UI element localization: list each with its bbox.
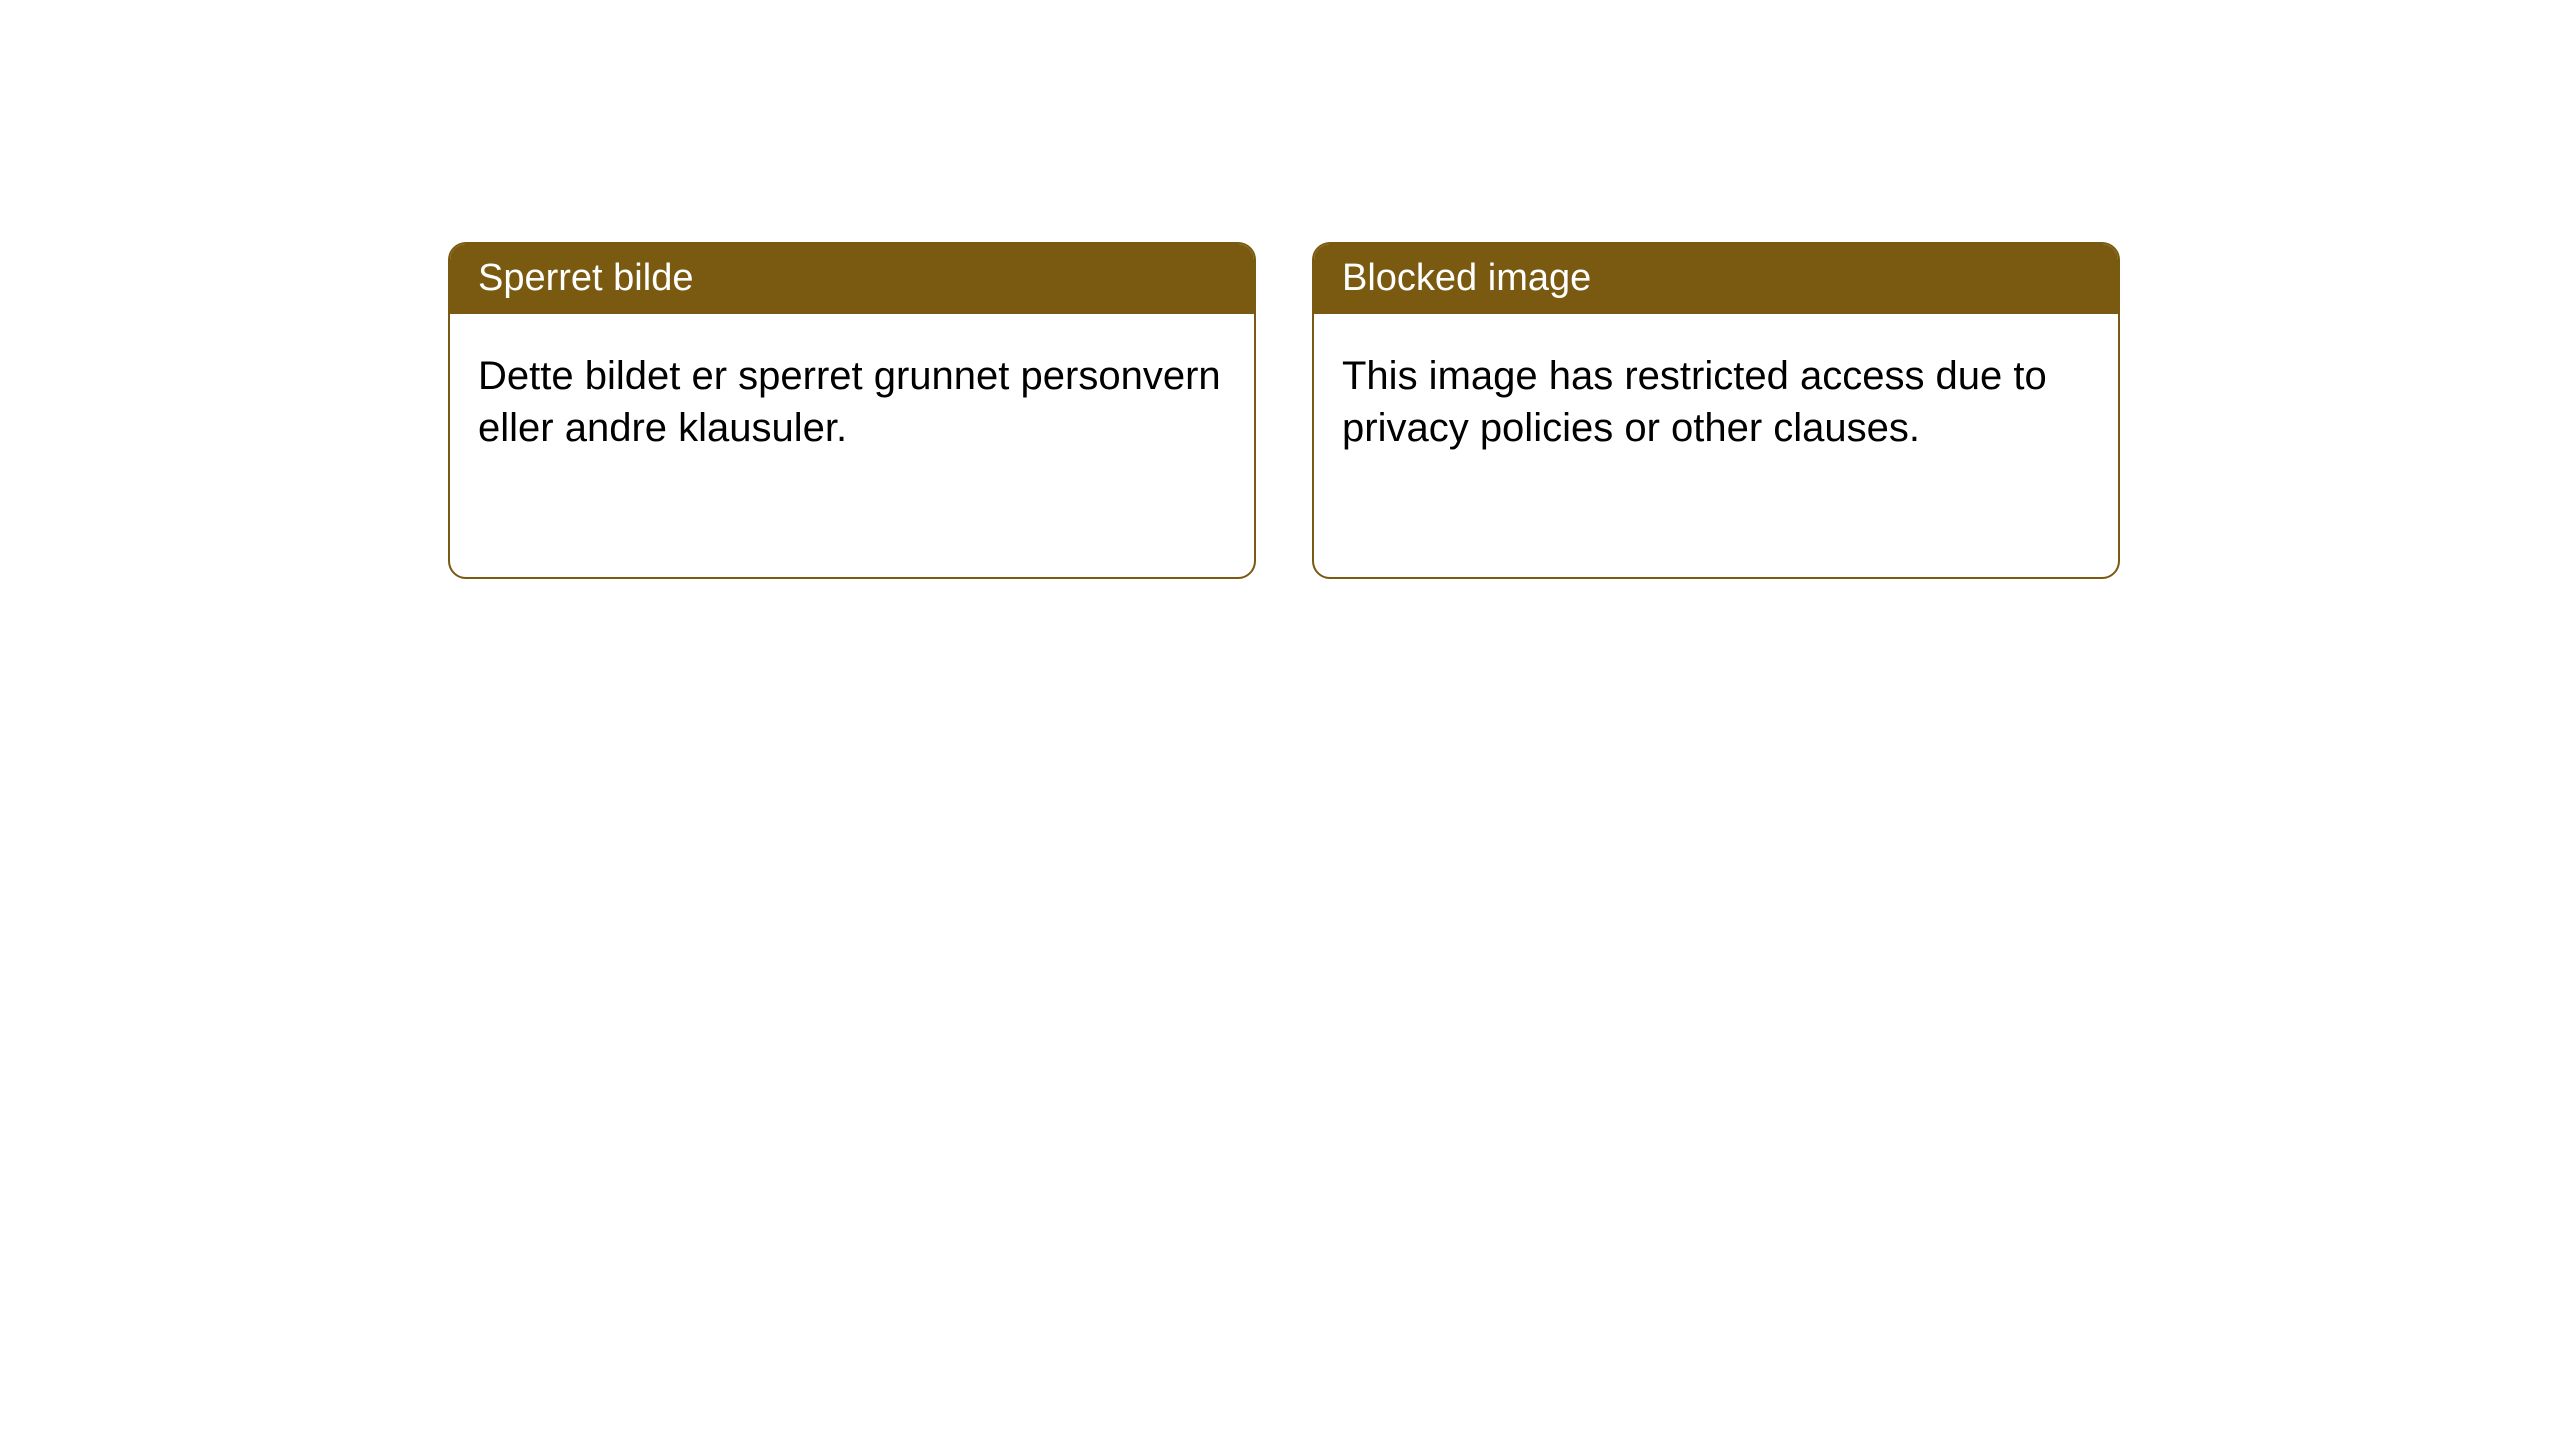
notice-body: Dette bildet er sperret grunnet personve… [450,314,1254,490]
notice-header: Sperret bilde [450,244,1254,314]
notice-container: Sperret bilde Dette bildet er sperret gr… [0,0,2560,579]
notice-title: Blocked image [1342,257,1591,299]
notice-header: Blocked image [1314,244,2118,314]
notice-text: Dette bildet er sperret grunnet personve… [478,354,1221,450]
notice-text: This image has restricted access due to … [1342,354,2047,450]
notice-card-norwegian: Sperret bilde Dette bildet er sperret gr… [448,242,1256,579]
notice-card-english: Blocked image This image has restricted … [1312,242,2120,579]
notice-title: Sperret bilde [478,257,693,299]
notice-body: This image has restricted access due to … [1314,314,2118,490]
